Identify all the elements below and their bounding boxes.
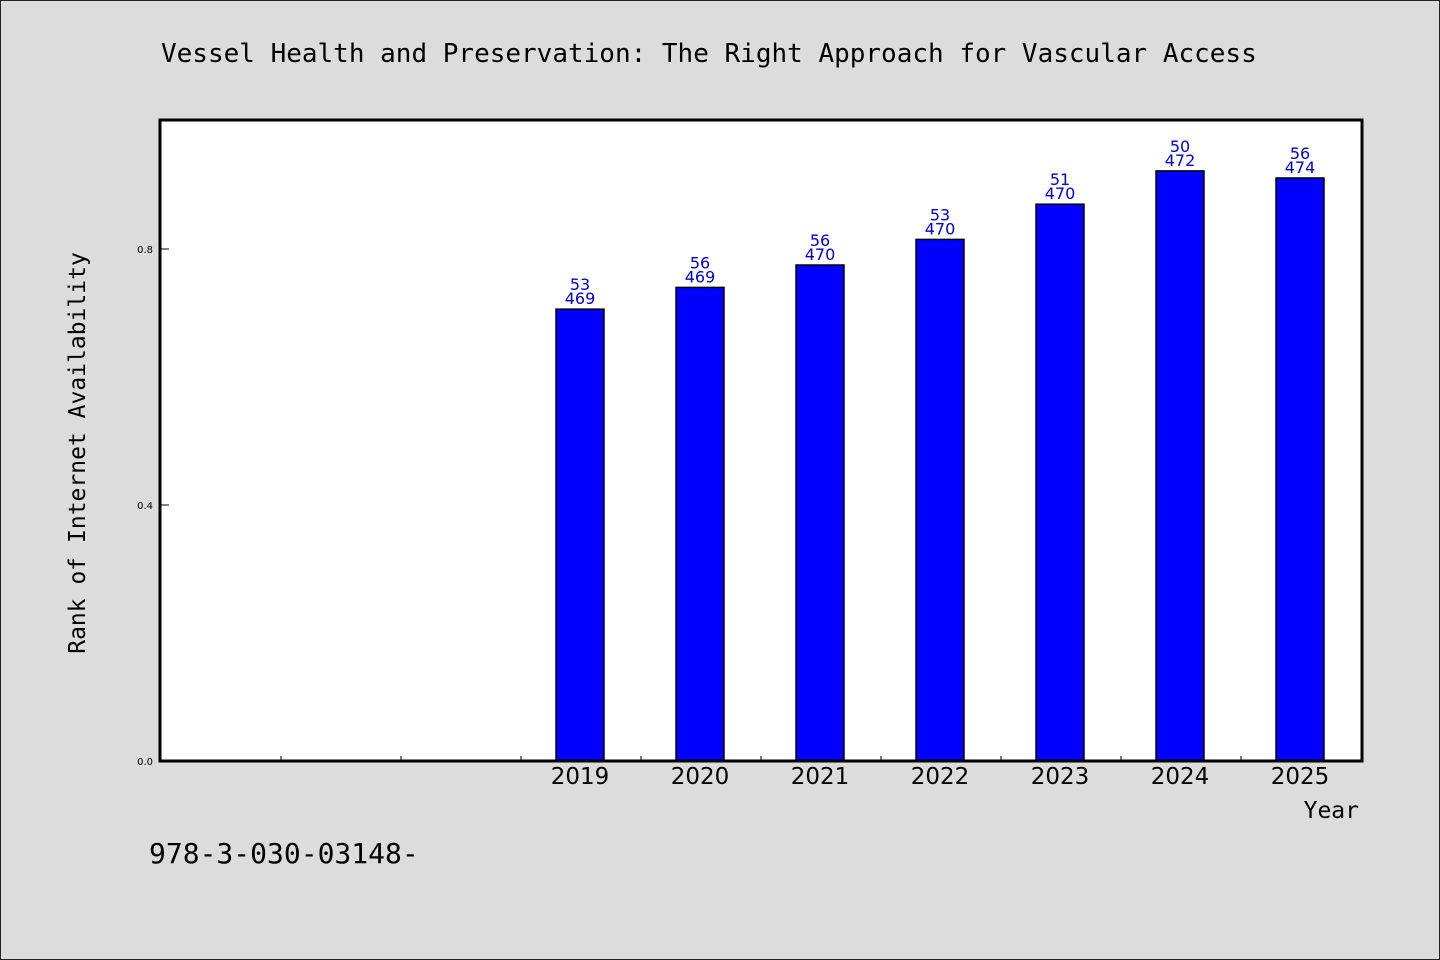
x-tick-label: 2025 [1271,764,1330,790]
bar [1155,170,1205,762]
x-tick-label: 2020 [671,764,730,790]
bar-label-top: 56 [1290,144,1310,163]
bar-label-bottom: 470 [1045,184,1076,203]
x-tick-label: 2023 [1031,764,1090,790]
y-tick-label: 0.8 [137,245,153,256]
bar-label-top: 50 [1170,137,1190,156]
bar-label-top: 56 [810,231,830,250]
y-axis-label: Rank of Internet Availability [65,252,91,654]
bar [795,264,845,762]
x-tick-label: 2021 [791,764,850,790]
bar [675,286,725,762]
x-axis-label: Year [1304,798,1359,824]
plot-frame [158,118,1364,763]
chart-title: Vessel Health and Preservation: The Righ… [161,39,1257,69]
bar [1035,203,1085,762]
y-tick-label: 0.4 [137,501,153,512]
bar-label-bottom: 469 [565,289,596,308]
bar [1275,177,1325,762]
bar-label-bottom: 470 [925,219,956,238]
bar-label-bottom: 469 [685,267,716,286]
bar-label-bottom: 474 [1285,158,1316,177]
x-tick-label: 2019 [551,764,610,790]
x-tick-label: 2024 [1151,764,1210,790]
bar [555,308,605,762]
footer-text: 978-3-030-03148- [149,837,419,870]
bar-label-top: 51 [1050,170,1070,189]
bar-label-top: 53 [930,205,950,224]
y-tick-label: 0.0 [137,757,153,768]
bar-label-top: 56 [690,253,710,272]
x-tick-label: 2022 [911,764,970,790]
axis-group: 0.0 0.4 0.8 2019 2020 2021 2022 2023 2024 2025 [137,245,1329,790]
bar-label-top: 53 [570,275,590,294]
bar-label-bottom: 472 [1165,151,1196,170]
bar [915,238,965,762]
bar-label-bottom: 470 [805,245,836,264]
